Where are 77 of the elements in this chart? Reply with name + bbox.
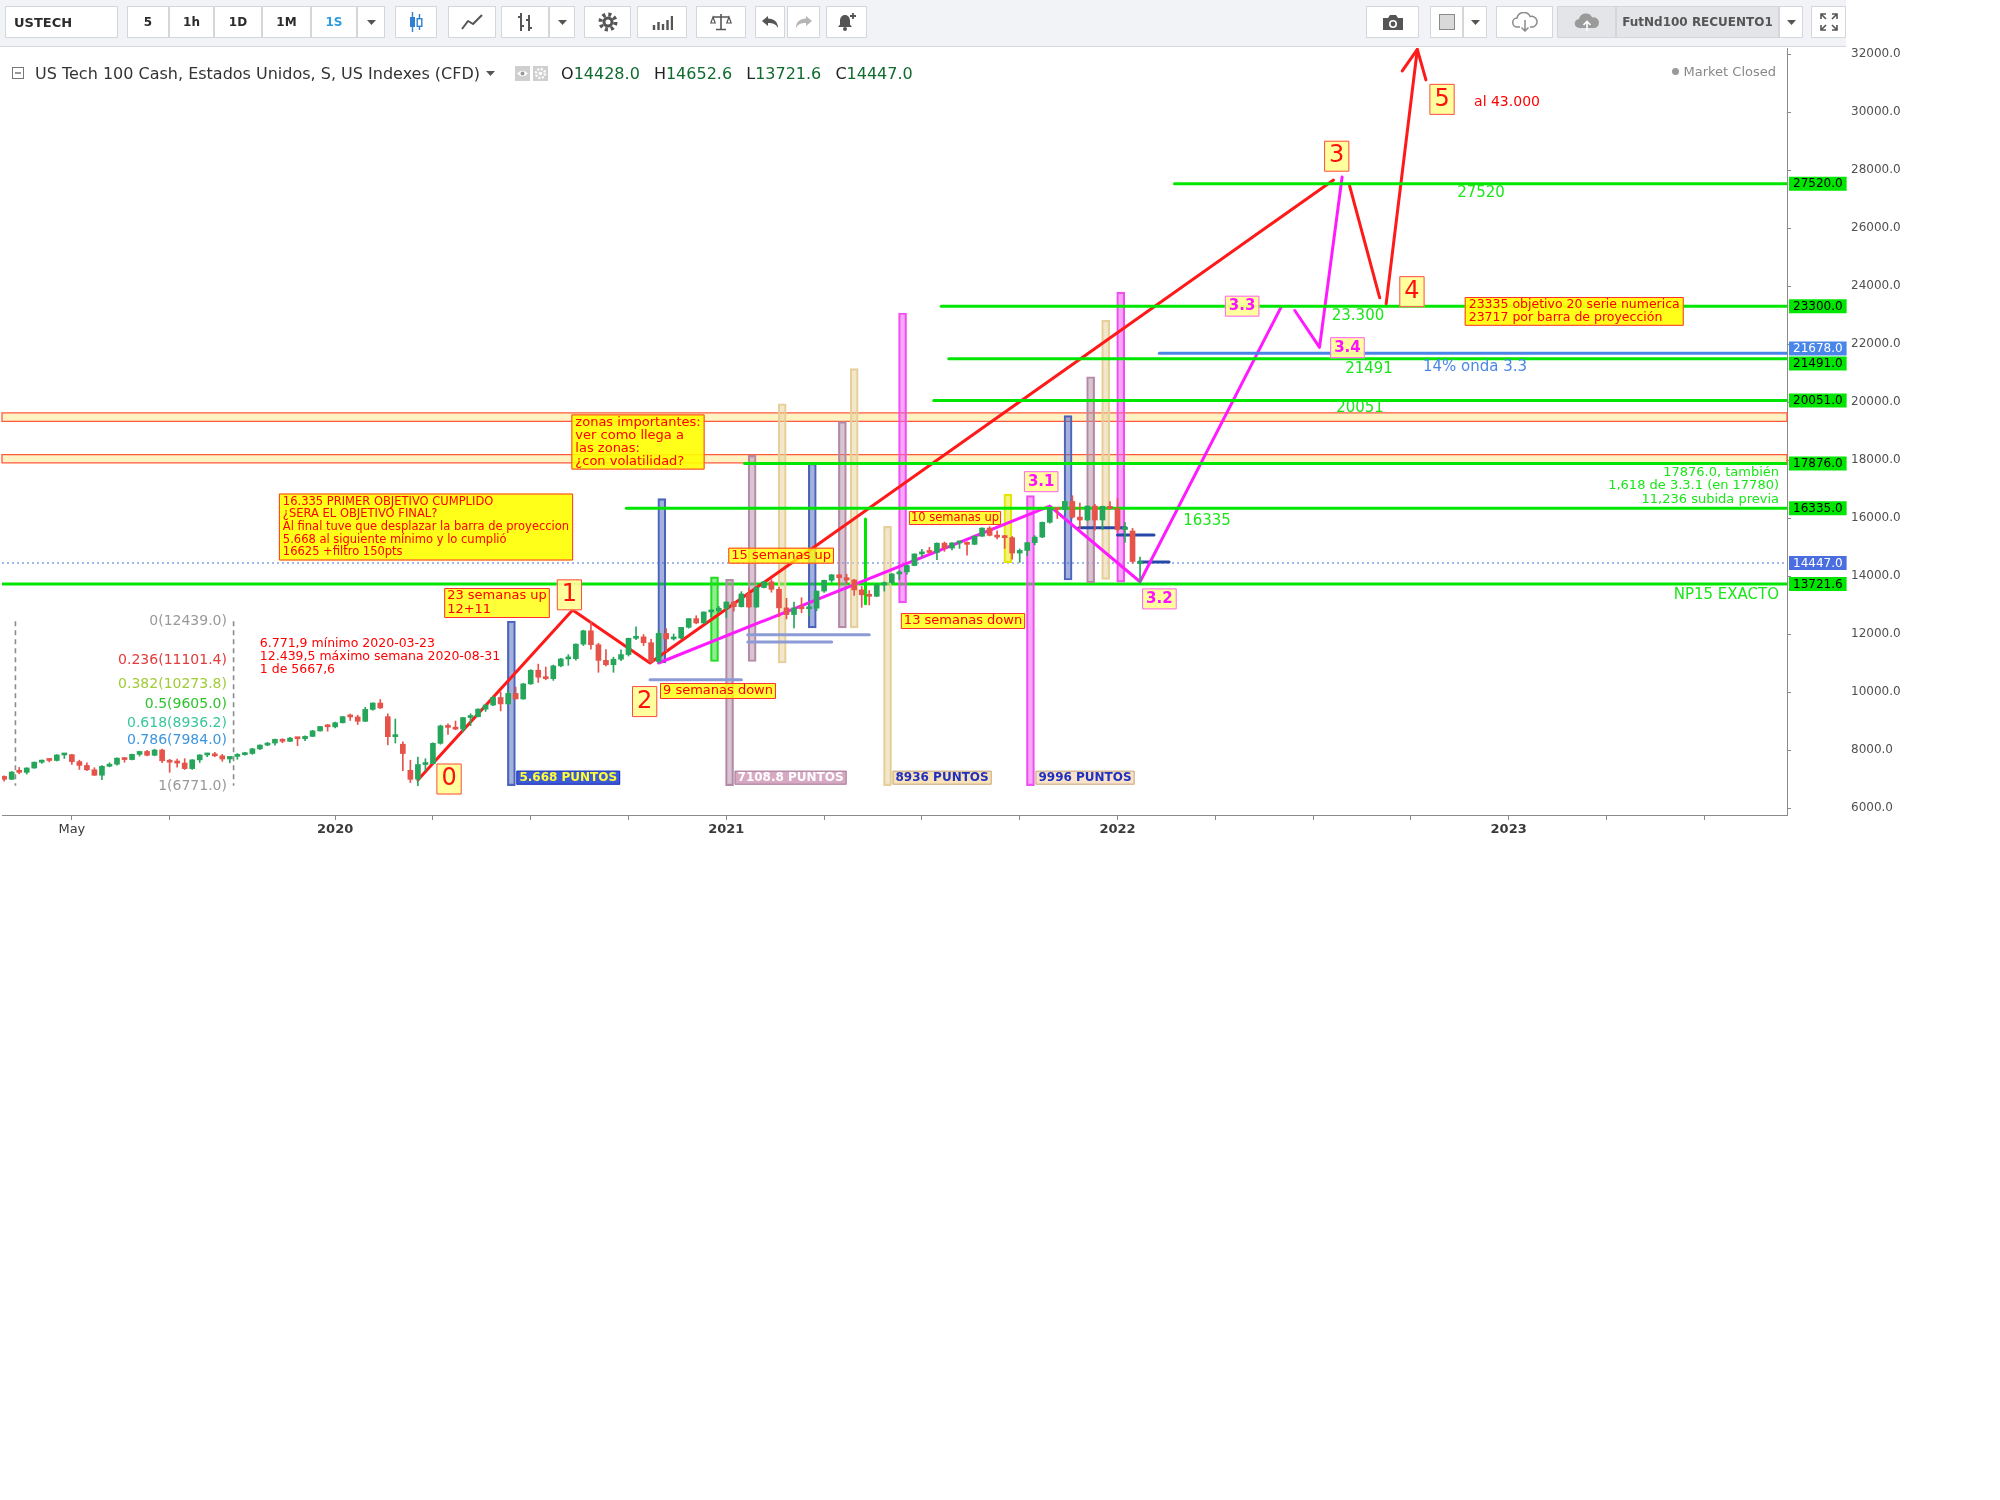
annotation: 15 semanas up	[731, 547, 831, 563]
interval-button: 1h	[169, 6, 214, 38]
annotation: 27520	[1457, 182, 1505, 201]
annotation: 9996 PUNTOS	[1038, 769, 1132, 784]
annotation: 1(6771.0)	[158, 776, 227, 793]
y-tick-label: 22000.0	[1851, 336, 1901, 351]
annotation: 9 semanas down	[663, 682, 773, 698]
data-label: 21491.0	[1793, 356, 1843, 371]
y-tick-label: 20000.0	[1851, 394, 1901, 409]
annotation: 16335	[1183, 510, 1231, 529]
y-tick-label: 16000.0	[1851, 510, 1901, 525]
annotation: 23335 objetivo 20 serie numerica 23717 por barra de proyección	[1468, 295, 1680, 325]
text: US Tech 100 Cash, Estados Unidos, S, US Indexes (CFD)	[35, 63, 481, 83]
interval-button: 5	[127, 6, 169, 38]
y-tick-label: 12000.0	[1851, 626, 1901, 641]
y-tick-label: 6000.0	[1851, 800, 1893, 815]
x-tick-label: May	[58, 821, 86, 837]
data-label: 17876.0	[1793, 456, 1843, 471]
annotation: 4	[1404, 275, 1420, 304]
annotation: zonas importantes: ver como llega a las zonas: ¿con volatilidad?	[575, 414, 701, 468]
annotation: 8936 PUNTOS	[895, 769, 989, 784]
data-label: 21678.0	[1793, 341, 1843, 356]
data-label: 23300.0	[1793, 298, 1843, 313]
interval-button: 1M	[262, 6, 311, 38]
y-tick-label: 26000.0	[1851, 219, 1901, 234]
y-tick-label: 14000.0	[1851, 568, 1901, 583]
annotation: 17876.0, también 1,618 de 3.3.1 (en 17780) 11,236 subida previa	[1608, 463, 1779, 506]
annotation: 21491	[1345, 358, 1393, 377]
y-tick-label: 24000.0	[1851, 278, 1901, 292]
data-label: 27520.0	[1793, 176, 1843, 191]
annotation: Market Closed	[1683, 64, 1776, 79]
y-tick-label: 30000.0	[1851, 103, 1901, 118]
y-tick-label: 18000.0	[1851, 452, 1901, 467]
annotation: 14% onda 3.3	[1422, 356, 1528, 375]
layout-name-field: FutNd100 RECUENTO1	[1616, 6, 1779, 38]
annotation: 3.3	[1228, 296, 1256, 315]
annotation: 2	[637, 685, 653, 714]
y-tick-label: 28000.0	[1851, 161, 1901, 176]
annotation: al 43.000	[1474, 92, 1540, 109]
interval-button: 1D	[214, 6, 262, 38]
annotation: 1	[561, 579, 578, 608]
annotation: NP15 EXACTO	[1673, 584, 1780, 603]
y-tick-label: 32000.0	[1851, 45, 1901, 60]
annotation: 0.382(10273.8)	[118, 674, 227, 691]
annotation: 10 semanas up	[910, 509, 1000, 524]
ref-line-label: 14447.0	[1793, 555, 1843, 570]
text: O14428.0 H14652.6 L13721.6 C14447.0	[561, 63, 913, 83]
x-tick-label: 2023	[1490, 821, 1527, 837]
annotation: 0.5(9605.0)	[144, 694, 227, 711]
data-label: 16335.0	[1793, 500, 1843, 515]
annotation: 13 semanas down	[903, 612, 1023, 628]
annotation: 0	[441, 763, 457, 792]
annotation: 0(12439.0)	[149, 611, 227, 628]
interval-button: 1S	[311, 6, 357, 38]
annotation: 6.771,9 mínimo 2020-03-23 12.439,5 máximo semana 2020-08-31 1 de 5667,6	[259, 635, 501, 677]
annotation: 0.786(7984.0)	[127, 730, 227, 747]
y-tick-label: 8000.0	[1851, 742, 1893, 757]
y-tick-label: 10000.0	[1851, 684, 1901, 699]
x-tick-label: 2020	[317, 821, 354, 837]
symbol-field: USTECH	[5, 6, 118, 38]
annotation: 23 semanas up 12+11	[447, 587, 547, 617]
annotation: 0.236(11101.4)	[118, 650, 227, 667]
annotation: 20051	[1336, 397, 1384, 416]
x-tick-label: 2022	[1099, 821, 1136, 837]
annotation: 3	[1329, 140, 1345, 169]
annotation: 16.335 PRIMER OBJETIVO CUMPLIDO ¿SERA EL OBJETIVO FINAL? Al final tuve que desplazar la barra de proyeccion 5.668 al siguiente mínimo y lo cumplió 16625 +filtro 150pts	[282, 493, 570, 559]
x-tick-label: 2021	[708, 821, 745, 837]
annotation: 7108.8 PUNTOS	[737, 769, 844, 784]
annotation: 3.4	[1334, 337, 1361, 356]
annotation: 23.300	[1331, 305, 1385, 324]
annotation: 0.618(8936.2)	[127, 713, 227, 730]
ref-line-label: 13721.6	[1793, 576, 1843, 591]
annotation: 3.1	[1027, 471, 1055, 490]
annotation: 3.2	[1146, 588, 1173, 607]
annotation: 5	[1434, 83, 1450, 112]
annotation: 5.668 PUNTOS	[519, 769, 618, 784]
data-label: 20051.0	[1793, 393, 1843, 408]
